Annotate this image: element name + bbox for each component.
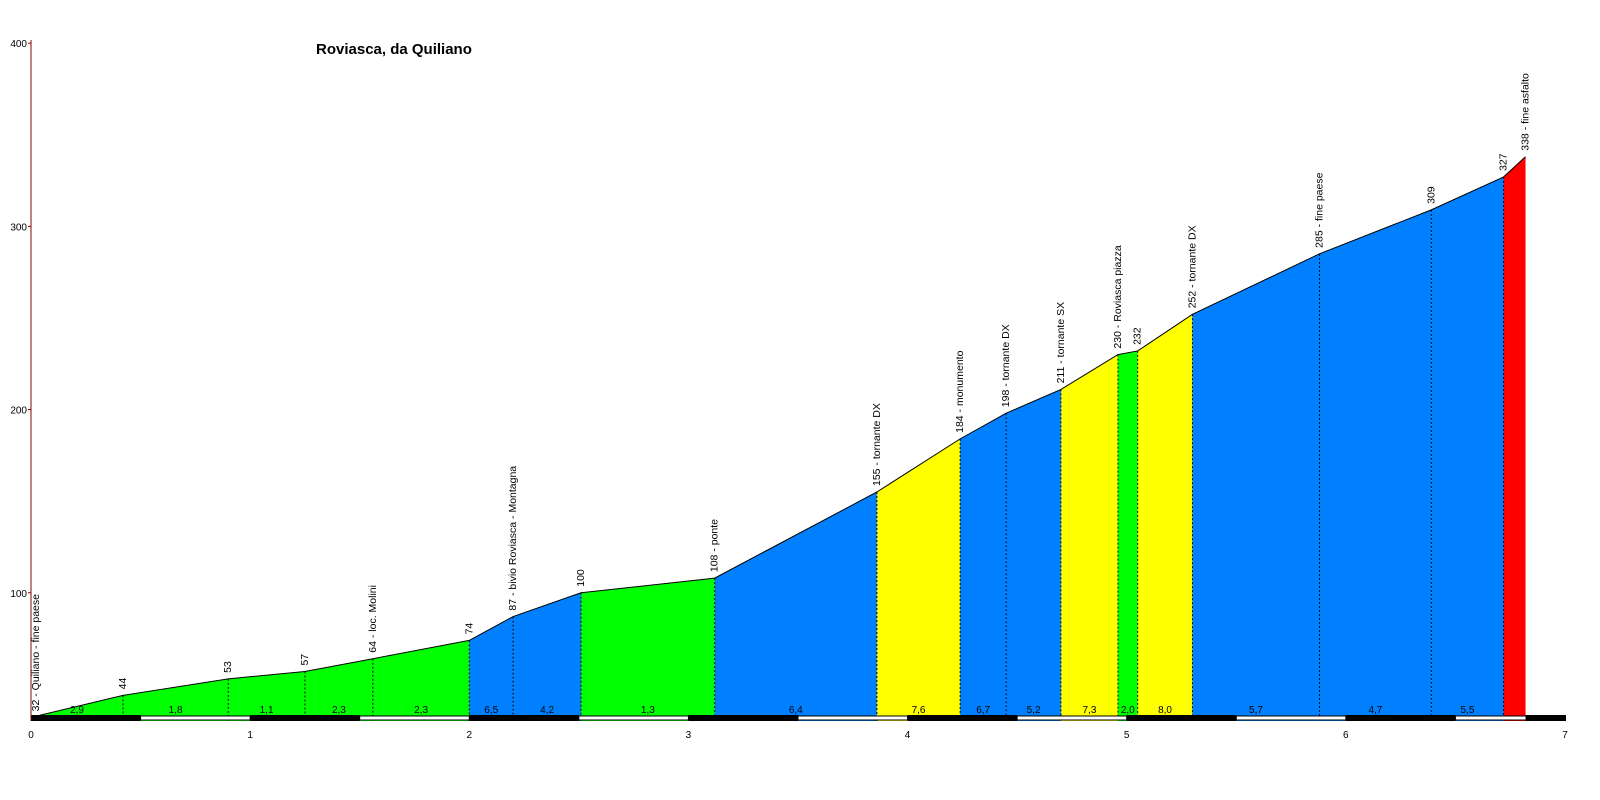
x-tick-label: 5 bbox=[1124, 730, 1130, 741]
gradient-label: 7,6 bbox=[912, 705, 926, 716]
point-label: 108 - ponte bbox=[709, 519, 721, 572]
gradient-label: 4,2 bbox=[540, 705, 554, 716]
gradient-label: 2,3 bbox=[414, 705, 428, 716]
point-label: 155 - tornante DX bbox=[871, 403, 883, 486]
point-label: 100 bbox=[575, 569, 587, 587]
point-label: 32 - Quiliano - fine paese bbox=[30, 594, 42, 711]
km-bar-block bbox=[31, 715, 141, 721]
gradient-label: 2,9 bbox=[70, 705, 84, 716]
km-bar-block bbox=[469, 715, 579, 721]
segment-area bbox=[123, 678, 229, 721]
segment-area bbox=[1137, 314, 1193, 721]
segment-area bbox=[1117, 350, 1138, 721]
point-annotations: 32 - Quiliano - fine paese 44 53 57 64 - loc… bbox=[30, 73, 1532, 711]
x-tick-label: 0 bbox=[28, 730, 34, 741]
chart-title: Roviasca, da Quiliano bbox=[316, 41, 472, 58]
point-label: 230 - Roviasca piazza bbox=[1112, 245, 1124, 348]
gradient-label: 7,3 bbox=[1082, 705, 1096, 716]
segment-area bbox=[876, 438, 961, 721]
point-label: 232 bbox=[1132, 327, 1144, 345]
gradient-label: 2,0 bbox=[1121, 705, 1135, 716]
gradient-label: 5,7 bbox=[1249, 705, 1263, 716]
y-tick-label: 100 bbox=[10, 589, 27, 600]
segment-area bbox=[581, 578, 715, 721]
x-tick-label: 6 bbox=[1343, 730, 1349, 741]
x-tick-label: 3 bbox=[686, 730, 692, 741]
gradient-label: 5,2 bbox=[1027, 705, 1041, 716]
km-bar-block bbox=[907, 715, 1018, 721]
km-bar-block bbox=[578, 715, 689, 721]
segment-area bbox=[31, 695, 124, 721]
point-label: 309 bbox=[1425, 186, 1437, 204]
y-tick-label: 200 bbox=[10, 406, 27, 417]
point-label: 64 - loc. Molini bbox=[367, 585, 379, 653]
segment-area bbox=[960, 413, 1007, 721]
km-bar-block bbox=[359, 715, 470, 721]
km-bar bbox=[31, 715, 1566, 721]
point-label: 57 bbox=[299, 654, 311, 666]
km-bar-block bbox=[140, 715, 251, 721]
segment-area bbox=[1006, 389, 1061, 721]
profile-line bbox=[30, 156, 1526, 718]
segment-area bbox=[1503, 156, 1526, 721]
km-bar-block bbox=[250, 715, 360, 721]
point-label: 285 - fine paese bbox=[1314, 172, 1326, 247]
segment-area bbox=[228, 671, 305, 721]
gradient-label: 6,4 bbox=[789, 705, 803, 716]
point-label: 74 bbox=[463, 623, 475, 635]
gradient-label: 1,1 bbox=[260, 705, 274, 716]
gradient-label: 6,5 bbox=[484, 705, 498, 716]
gradient-label: 4,7 bbox=[1368, 705, 1382, 716]
axes: 100 200 300 400 0 1 2 3 4 5 6 7 bbox=[10, 39, 1568, 741]
y-tick-label: 400 bbox=[10, 39, 27, 50]
point-label: 327 bbox=[1498, 153, 1510, 171]
gradient-label: 1,3 bbox=[641, 705, 655, 716]
x-tick-label: 4 bbox=[905, 730, 911, 741]
segment-dividers bbox=[122, 176, 1505, 721]
segment-area bbox=[1060, 354, 1118, 721]
segment-area bbox=[372, 640, 470, 721]
gradient-label: 5,5 bbox=[1461, 705, 1475, 716]
gradient-segments bbox=[31, 156, 1526, 721]
point-label: 211 - tornante SX bbox=[1055, 302, 1067, 384]
segment-area bbox=[469, 616, 514, 721]
gradient-label: 1,8 bbox=[169, 705, 183, 716]
point-label: 184 - monumento bbox=[954, 350, 966, 432]
segment-area bbox=[1319, 209, 1432, 721]
km-bar-block bbox=[797, 715, 909, 721]
x-tick-label: 1 bbox=[247, 730, 253, 741]
segment-area bbox=[1192, 253, 1320, 721]
gradient-label: 2,3 bbox=[332, 705, 346, 716]
point-label: 252 - tornante DX bbox=[1186, 225, 1198, 308]
point-label: 338 - fine asfalto bbox=[1520, 73, 1532, 151]
gradient-labels: 2,9 1,8 1,1 2,3 2,3 6,5 4,2 1,3 6,4 7,6 6,7 5,2 7,3 2… bbox=[70, 705, 1475, 716]
km-bar-block bbox=[1345, 715, 1456, 721]
km-bar-block bbox=[1126, 715, 1237, 721]
segment-area bbox=[513, 592, 582, 721]
point-label: 198 - tornante DX bbox=[1000, 324, 1012, 407]
km-bar-block bbox=[1525, 715, 1566, 721]
km-bar-block bbox=[1016, 715, 1128, 721]
km-bar-block bbox=[688, 715, 798, 721]
km-bar-block bbox=[1235, 715, 1347, 721]
segment-area bbox=[304, 658, 373, 721]
segment-area bbox=[1431, 176, 1504, 721]
gradient-label: 8,0 bbox=[1158, 705, 1172, 716]
x-tick-label: 2 bbox=[466, 730, 472, 741]
gradient-label: 6,7 bbox=[976, 705, 990, 716]
y-tick-label: 300 bbox=[10, 222, 27, 233]
point-label: 87 - bivio Roviasca - Montagna bbox=[507, 466, 519, 611]
segment-area bbox=[714, 492, 877, 721]
x-tick-label: 7 bbox=[1562, 730, 1568, 741]
point-label: 44 bbox=[117, 678, 129, 690]
point-label: 53 bbox=[222, 661, 234, 673]
